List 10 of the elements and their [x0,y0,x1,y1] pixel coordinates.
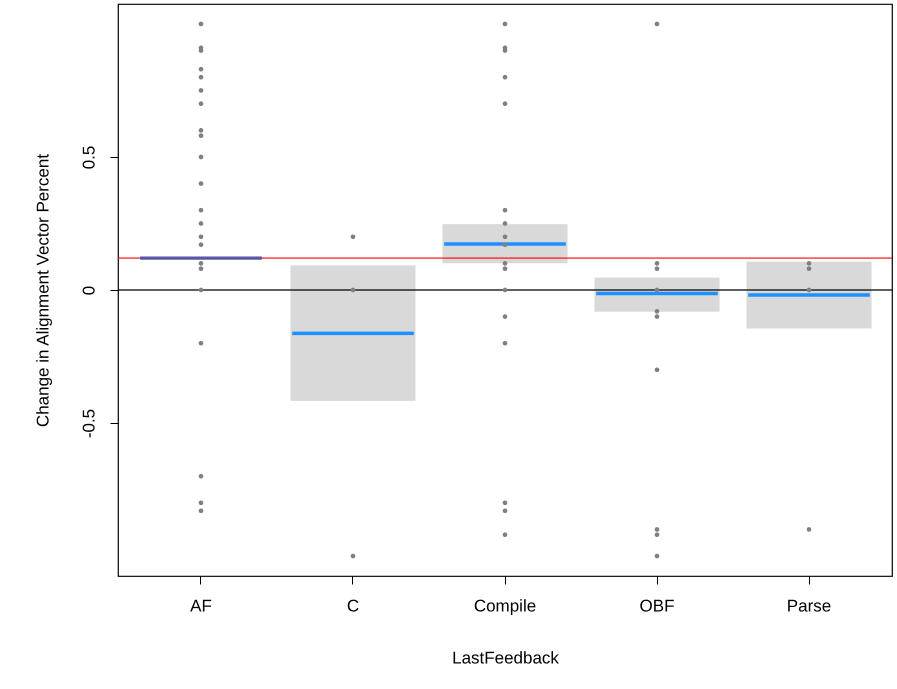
y-tick-label: -0.5 [80,408,98,438]
x-tick-label: AF [190,596,212,616]
x-axis-title: LastFeedback [452,648,560,668]
y-tick-label: 0 [80,286,98,296]
x-tick-label: OBF [640,596,674,616]
x-tick-label: C [346,596,360,616]
x-tick-label: Compile [474,596,536,616]
y-tick-label: 0.5 [80,146,98,170]
x-tick-label: Parse [786,596,832,616]
y-axis-title: Change in Alignment Vector Percent [34,154,52,428]
